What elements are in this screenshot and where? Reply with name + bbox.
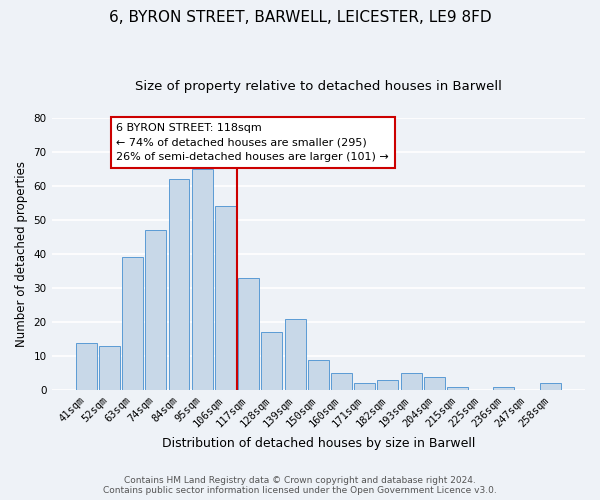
Bar [354,384,375,390]
Bar [424,376,445,390]
Bar [493,387,514,390]
Bar [169,179,190,390]
Bar [192,169,212,390]
Bar [122,258,143,390]
Bar [215,206,236,390]
Bar [401,373,422,390]
Text: Contains HM Land Registry data © Crown copyright and database right 2024.
Contai: Contains HM Land Registry data © Crown c… [103,476,497,495]
Text: 6 BYRON STREET: 118sqm
← 74% of detached houses are smaller (295)
26% of semi-de: 6 BYRON STREET: 118sqm ← 74% of detached… [116,123,389,162]
Bar [331,373,352,390]
Bar [262,332,283,390]
Bar [238,278,259,390]
Text: 6, BYRON STREET, BARWELL, LEICESTER, LE9 8FD: 6, BYRON STREET, BARWELL, LEICESTER, LE9… [109,10,491,25]
Title: Size of property relative to detached houses in Barwell: Size of property relative to detached ho… [135,80,502,93]
Bar [145,230,166,390]
Bar [76,342,97,390]
Bar [540,384,561,390]
Bar [377,380,398,390]
Bar [447,387,468,390]
Bar [284,318,305,390]
Bar [99,346,120,390]
Y-axis label: Number of detached properties: Number of detached properties [15,161,28,347]
Bar [308,360,329,390]
X-axis label: Distribution of detached houses by size in Barwell: Distribution of detached houses by size … [161,437,475,450]
